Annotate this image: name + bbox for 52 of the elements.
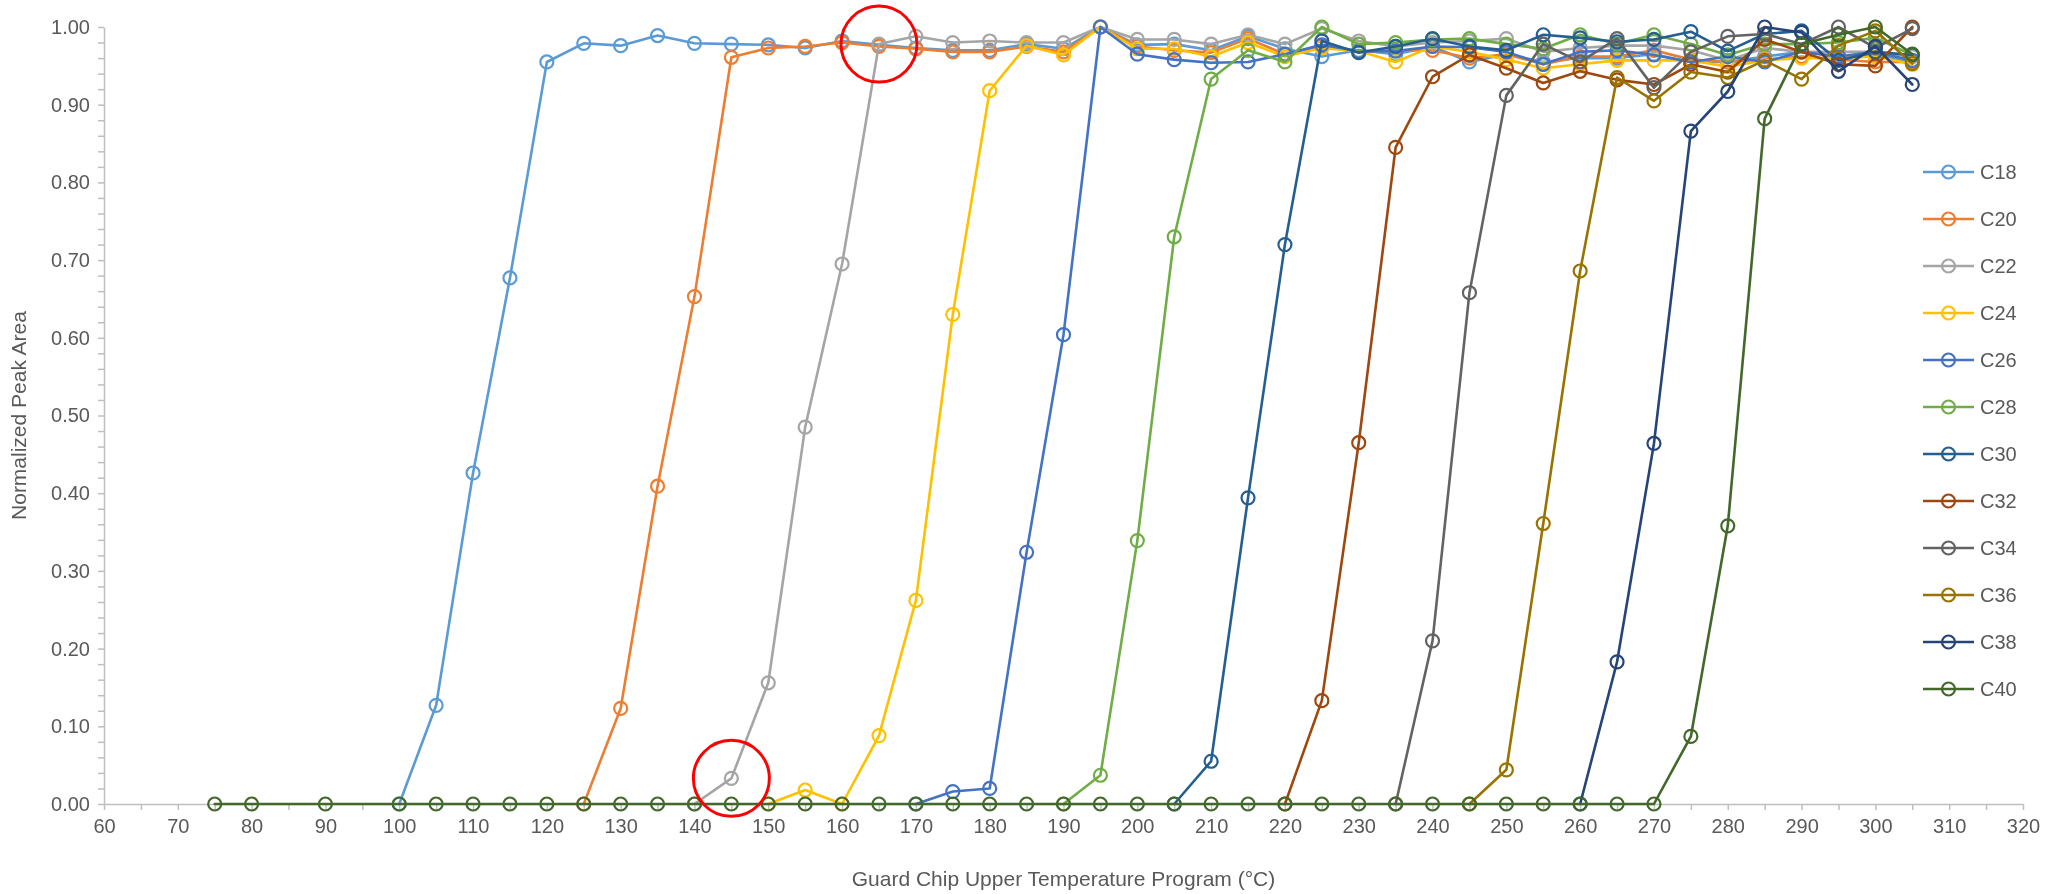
y-tick-label: 0.60 [51, 326, 90, 349]
y-tick-label: 0.40 [51, 482, 90, 505]
legend-label: C22 [1980, 255, 2017, 277]
x-tick-label: 160 [825, 815, 860, 838]
legend-label: C40 [1980, 678, 2017, 700]
legend-label: C28 [1980, 396, 2017, 418]
x-tick-label: 320 [2006, 815, 2041, 838]
legend-label: C30 [1980, 443, 2017, 465]
legend-label: C38 [1980, 631, 2017, 653]
x-tick-label: 130 [604, 815, 638, 838]
y-tick-label: 0.30 [51, 559, 90, 582]
legend-label: C36 [1980, 584, 2017, 606]
x-tick-label: 250 [1490, 815, 1524, 838]
y-tick-label: 0.10 [51, 715, 90, 738]
x-tick-label: 310 [1933, 815, 1967, 838]
x-tick-label: 140 [678, 815, 712, 838]
x-tick-label: 80 [240, 815, 264, 838]
x-tick-label: 230 [1342, 815, 1376, 838]
x-tick-label: 150 [752, 815, 786, 838]
legend-label: C34 [1980, 537, 2017, 559]
x-tick-label: 210 [1194, 815, 1229, 838]
x-axis-title: Guard Chip Upper Temperature Program (°C) [851, 867, 1276, 890]
x-tick-label: 290 [1785, 815, 1819, 838]
x-tick-label: 200 [1121, 815, 1155, 838]
x-tick-label: 90 [314, 815, 338, 838]
y-tick-label: 0.80 [51, 171, 90, 194]
legend-label: C18 [1980, 161, 2017, 183]
x-tick-label: 180 [973, 815, 1007, 838]
legend-label: C24 [1980, 302, 2017, 324]
x-tick-label: 100 [383, 815, 417, 838]
legend-label: C20 [1980, 208, 2017, 230]
legend-label: C32 [1980, 490, 2017, 512]
legend-label: C26 [1980, 349, 2017, 371]
y-tick-label: 1.00 [51, 15, 90, 38]
x-tick-label: 70 [167, 815, 190, 838]
x-tick-label: 260 [1563, 815, 1598, 838]
x-tick-label: 240 [1416, 815, 1450, 838]
x-tick-label: 270 [1637, 815, 1672, 838]
x-tick-label: 60 [93, 815, 116, 838]
x-tick-label: 190 [1047, 815, 1081, 838]
x-tick-label: 220 [1268, 815, 1303, 838]
y-axis-title: Normalized Peak Area [7, 310, 30, 520]
x-tick-label: 110 [457, 815, 490, 838]
y-tick-label: 0.20 [51, 637, 90, 660]
y-tick-label: 0.50 [51, 404, 90, 427]
x-tick-label: 280 [1711, 815, 1745, 838]
x-tick-label: 170 [899, 815, 934, 838]
y-tick-label: 0.00 [51, 792, 90, 815]
y-tick-label: 0.90 [51, 93, 90, 116]
x-tick-label: 300 [1859, 815, 1893, 838]
x-tick-label: 120 [530, 815, 565, 838]
y-tick-label: 0.70 [51, 249, 90, 271]
